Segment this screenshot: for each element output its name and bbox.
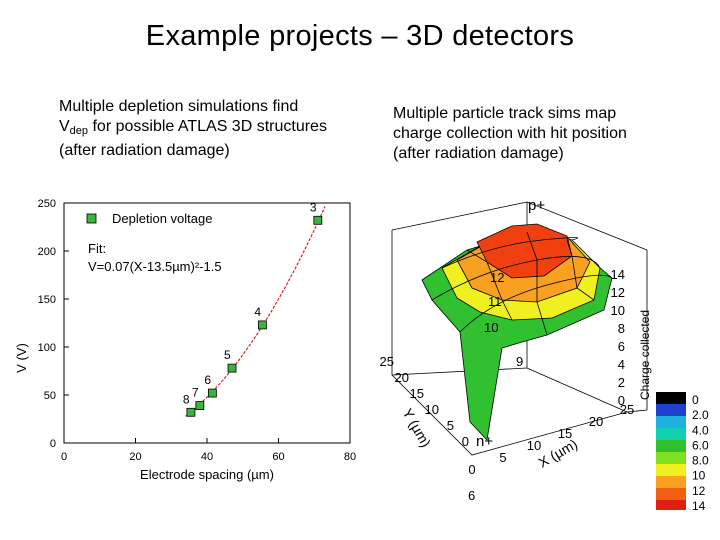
z-tick-label: 0 xyxy=(618,393,625,408)
z-tick-label: 4 xyxy=(618,357,625,372)
colorbar-swatch xyxy=(656,488,686,501)
legend-label: Depletion voltage xyxy=(112,211,212,226)
x-tick-label: 0 xyxy=(61,451,67,463)
z-tick-label: 6 xyxy=(618,339,625,354)
slide-title: Example projects – 3D detectors xyxy=(145,20,575,52)
colorbar-label: 14 xyxy=(692,499,706,510)
bottom-corner-label: n+ xyxy=(476,433,493,450)
contour-label: 11 xyxy=(488,294,502,309)
colorbar-swatch xyxy=(656,464,686,477)
colorbar-label: 12 xyxy=(692,484,706,498)
colorbar-label: 2.0 xyxy=(692,408,709,422)
y-tick-label: 50 xyxy=(44,390,56,402)
z-tick-label: 10 xyxy=(611,303,625,318)
colorbar-swatch xyxy=(656,440,686,453)
contour-label: 10 xyxy=(484,320,498,335)
right-caption-line2: charge collection with hit position xyxy=(393,125,627,142)
x-tick-label: 60 xyxy=(272,451,284,463)
fit-curve xyxy=(185,206,326,417)
y-tick-label: 0 xyxy=(50,438,56,450)
z-tick-label: 12 xyxy=(611,285,625,300)
surface-mesh xyxy=(421,223,613,441)
data-point-label: 4 xyxy=(254,305,261,319)
z-tick-label: 14 xyxy=(611,267,625,282)
colorbar-label: 4.0 xyxy=(692,423,709,437)
colorbar-swatch xyxy=(656,500,686,510)
colorbar-label: 8.0 xyxy=(692,454,709,468)
x-tick-label: 40 xyxy=(201,451,213,463)
x-tick-label: 0 xyxy=(468,462,475,477)
plot-frame xyxy=(63,202,351,444)
right-caption-line1: Multiple particle track sims map xyxy=(393,105,617,122)
y-tick-label: 15 xyxy=(410,386,424,401)
x-tick-label: 80 xyxy=(344,451,356,463)
data-point xyxy=(186,407,196,417)
left-caption-line1: Multiple depletion simulations find xyxy=(59,98,299,115)
y-tick-label: 150 xyxy=(38,294,56,306)
x-tick-label: 15 xyxy=(558,426,572,441)
left-caption-line3: (after radiation damage) xyxy=(59,142,230,159)
y-axis-label: V (V) xyxy=(14,343,29,373)
x-tick-label: 5 xyxy=(499,450,506,465)
data-point-label: 5 xyxy=(224,348,231,362)
left-caption: Multiple depletion simulations find Vdep… xyxy=(59,97,379,161)
z-tick-label: 8 xyxy=(618,321,625,336)
colorbar-swatch xyxy=(656,476,686,489)
x-tick-label: 25 xyxy=(620,402,634,417)
data-point-label: 8 xyxy=(183,392,190,406)
y-tick-label: 200 xyxy=(38,246,56,258)
y-tick-label: 20 xyxy=(395,370,409,385)
y-tick-label: 25 xyxy=(380,354,394,369)
z-tick-label: 2 xyxy=(618,375,625,390)
colorbar-swatch xyxy=(656,416,686,429)
left-caption-line2: Vdep for possible ATLAS 3D structures xyxy=(59,117,379,141)
data-point-label: 7 xyxy=(192,386,199,400)
colorbar-label: 6.0 xyxy=(692,438,709,452)
colorbar-label: 10 xyxy=(692,469,706,483)
colorbar-swatch xyxy=(656,392,686,405)
data-point xyxy=(313,215,323,225)
data-point xyxy=(258,320,267,330)
x-tick-label: 20 xyxy=(129,451,141,463)
contour-label: 12 xyxy=(490,270,504,285)
z-axis-label: Charge collected xyxy=(638,310,652,400)
legend-marker xyxy=(86,213,97,224)
data-point xyxy=(207,388,217,398)
data-point xyxy=(195,401,205,410)
contour-label: 9 xyxy=(516,354,523,369)
left-caption-rest: for possible ATLAS 3D structures xyxy=(88,118,327,135)
colorbar-swatch xyxy=(656,404,686,417)
colorbar-swatch xyxy=(656,428,686,441)
data-point-label: 6 xyxy=(204,373,211,387)
data-point-label: 3 xyxy=(310,200,317,214)
y-tick-label: 250 xyxy=(38,198,56,210)
fit-label: Fit: xyxy=(88,241,106,256)
bottom-extra-label: 6 xyxy=(468,488,475,503)
fit-equation: V=0.07(X-13.5µm)²-1.5 xyxy=(88,259,222,274)
x-axis-label: Electrode spacing (µm) xyxy=(140,467,274,482)
data-point xyxy=(227,363,237,373)
right-caption: Multiple particle track sims map charge … xyxy=(393,104,693,164)
left-caption-subscript: dep xyxy=(69,125,89,137)
colorbar-label: 0 xyxy=(692,393,699,407)
x-tick-label: 10 xyxy=(527,438,541,453)
x-tick-label: 20 xyxy=(589,414,603,429)
colorbar-swatch xyxy=(656,452,686,465)
colorbar xyxy=(656,392,686,510)
y-tick-label: 10 xyxy=(425,402,439,417)
y-tick-label: 100 xyxy=(38,342,56,354)
top-corner-label: p+ xyxy=(528,197,545,214)
y-tick-label: 5 xyxy=(447,418,454,433)
y-tick-label: 0 xyxy=(462,434,469,449)
right-caption-line3: (after radiation damage) xyxy=(393,145,564,162)
left-caption-v: V xyxy=(59,118,70,135)
depletion-chart: 0 20 40 60 80 0 50 100 150 200 250 8 765 4 3 Depletio… xyxy=(14,198,356,482)
